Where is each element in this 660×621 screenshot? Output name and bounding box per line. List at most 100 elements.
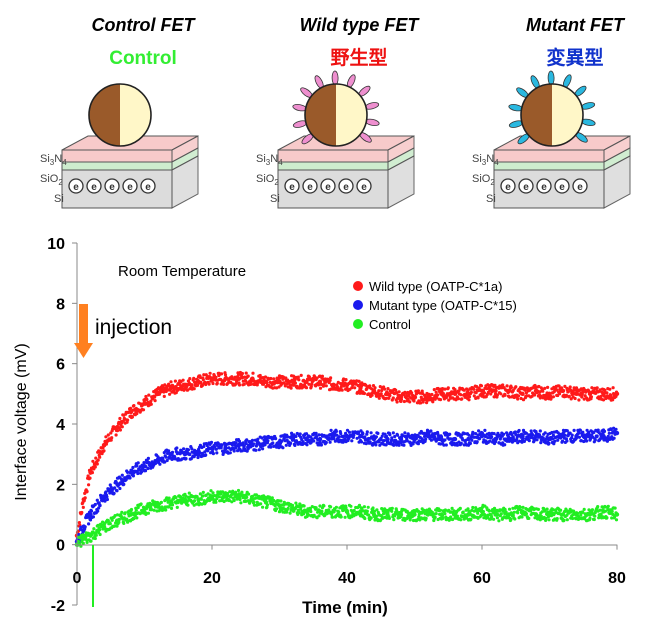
series-1-noise	[490, 435, 494, 439]
series-0-noise	[459, 393, 463, 397]
series-2-noise	[408, 518, 412, 522]
series-2-noise	[123, 511, 127, 515]
series-0-noise	[425, 401, 429, 405]
series-2-noise	[314, 506, 318, 510]
series-1-noise	[161, 456, 165, 460]
series-2-noise	[511, 513, 515, 517]
series-2-noise	[329, 505, 333, 509]
sio2-si: SiO	[256, 173, 275, 185]
series-1-noise	[215, 451, 219, 455]
electron-circle	[140, 178, 156, 194]
series-1-noise	[531, 433, 535, 437]
series-0-noise	[514, 385, 518, 389]
bead-dark-half	[305, 84, 336, 146]
series-1-point	[81, 524, 86, 529]
series-0-noise	[611, 386, 615, 390]
series-1-noise	[405, 439, 409, 443]
series-2-noise	[167, 496, 171, 500]
series-0-noise	[258, 373, 262, 378]
series-0-point	[223, 376, 228, 381]
series-1-noise	[570, 433, 574, 437]
series-2-point	[115, 518, 120, 523]
series-1-noise	[584, 437, 588, 441]
series-1-noise	[220, 443, 224, 447]
series-0-noise	[573, 396, 577, 401]
y-tick-label: 10	[47, 236, 65, 253]
series-0-noise	[469, 390, 473, 394]
series-0-point	[209, 376, 215, 381]
series-0-noise	[595, 386, 599, 390]
series-1-noise	[284, 443, 288, 447]
series-2-noise	[366, 505, 370, 509]
series-2-point	[182, 497, 188, 502]
series-0-noise	[495, 393, 499, 397]
series-0-noise	[560, 386, 564, 390]
series-1-noise	[254, 448, 258, 452]
series-1-noise	[535, 438, 539, 442]
electron-label: e	[541, 182, 547, 193]
y-tick-label: 6	[56, 357, 65, 374]
series-2-noise	[547, 518, 551, 522]
series-0-noise	[118, 416, 122, 421]
y-axis-label: Interface voltage (mV)	[13, 343, 30, 500]
series-1-noise	[419, 439, 423, 443]
series-0-noise	[377, 389, 381, 393]
series-2-point	[385, 512, 390, 517]
series-2-noise	[232, 498, 236, 503]
series-2-point	[439, 512, 444, 517]
series-0-noise	[446, 386, 450, 390]
series-0-noise	[541, 389, 545, 393]
series-2-noise	[424, 516, 428, 521]
series-1-point	[196, 448, 201, 454]
y-tick-label: 8	[56, 296, 65, 313]
electron-label: e	[91, 182, 97, 193]
series-1-noise	[77, 533, 81, 537]
series-2-noise	[187, 491, 191, 495]
series-0-noise	[421, 400, 425, 404]
electron-circle	[572, 178, 588, 194]
series-1-noise	[416, 442, 420, 446]
series-0-noise	[564, 393, 569, 397]
series-0-noise	[168, 392, 172, 396]
si-label: Si	[54, 193, 64, 205]
series-0-noise	[87, 483, 91, 487]
series-1-noise	[524, 431, 529, 435]
series-0-noise	[169, 380, 173, 384]
series-1-point	[128, 470, 134, 475]
series-2-noise	[227, 498, 231, 503]
series-2-noise	[308, 507, 312, 511]
pink-receptor	[331, 70, 339, 86]
series-1-noise	[515, 438, 519, 442]
series-0-noise	[283, 384, 287, 388]
series-1-noise	[461, 438, 465, 442]
data-points	[74, 370, 620, 548]
series-0-noise	[81, 505, 85, 509]
series-1-noise	[572, 428, 576, 432]
series-1-point	[601, 433, 606, 439]
series-0-noise	[594, 391, 598, 395]
series-1-noise	[295, 431, 299, 436]
series-1-noise	[579, 439, 583, 443]
series-1-noise	[261, 447, 265, 451]
series-2-point	[81, 536, 86, 541]
series-0-point	[331, 382, 336, 387]
series-0-point	[358, 385, 363, 390]
series-1-noise	[250, 438, 255, 442]
series-2-noise	[220, 498, 224, 503]
series-2-point	[601, 509, 606, 514]
series-0-noise	[379, 392, 383, 396]
series-1-noise	[511, 435, 515, 439]
series-0-noise	[201, 378, 205, 382]
series-2-noise	[490, 515, 494, 519]
si3n4-sub3: 3	[482, 158, 487, 167]
series-2-noise	[330, 515, 335, 519]
series-1-noise	[518, 439, 522, 443]
series-1-point	[560, 433, 566, 439]
series-0-noise	[269, 376, 273, 381]
series-0-point	[304, 379, 309, 384]
series-0-noise	[145, 397, 149, 402]
series-1-noise	[186, 448, 190, 452]
series-0-noise	[462, 388, 466, 392]
electron-label: e	[325, 182, 331, 193]
